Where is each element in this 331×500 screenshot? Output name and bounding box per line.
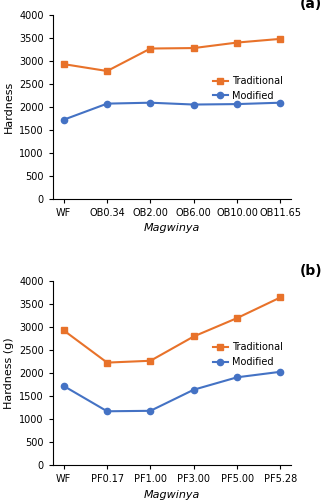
Line: Modified: Modified	[61, 100, 284, 123]
Traditional	[62, 328, 66, 334]
Legend: Traditional, Modified: Traditional, Modified	[209, 72, 286, 105]
Traditional	[235, 40, 239, 46]
Traditional	[278, 294, 282, 300]
Traditional	[149, 46, 153, 52]
Modified	[62, 116, 66, 122]
Line: Modified: Modified	[61, 368, 284, 414]
Traditional	[105, 68, 109, 74]
Modified	[62, 383, 66, 389]
X-axis label: Magwinya: Magwinya	[144, 224, 200, 234]
Traditional	[192, 45, 196, 51]
Modified	[278, 100, 282, 105]
Text: (a): (a)	[300, 0, 322, 12]
Traditional	[105, 360, 109, 366]
Y-axis label: Hardness (g): Hardness (g)	[4, 338, 14, 409]
Line: Traditional: Traditional	[61, 294, 284, 366]
Text: (b): (b)	[300, 264, 322, 278]
Traditional	[278, 36, 282, 42]
Modified	[235, 374, 239, 380]
Modified	[192, 386, 196, 392]
Modified	[149, 408, 153, 414]
Y-axis label: Hardness: Hardness	[4, 80, 14, 133]
Modified	[278, 369, 282, 375]
Line: Traditional: Traditional	[61, 36, 284, 74]
Modified	[105, 408, 109, 414]
Modified	[192, 102, 196, 107]
Traditional	[62, 61, 66, 67]
Traditional	[235, 315, 239, 321]
Legend: Traditional, Modified: Traditional, Modified	[209, 338, 286, 371]
Modified	[149, 100, 153, 105]
X-axis label: Magwinya: Magwinya	[144, 490, 200, 500]
Traditional	[192, 334, 196, 340]
Modified	[235, 101, 239, 107]
Modified	[105, 100, 109, 106]
Traditional	[149, 358, 153, 364]
